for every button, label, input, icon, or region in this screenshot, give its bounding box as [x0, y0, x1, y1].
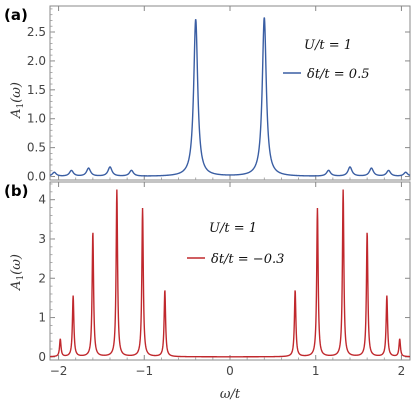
y-tick-label: 1	[38, 311, 46, 325]
y-tick-label: 0	[38, 350, 46, 364]
panel-b-ylabel: A1(ω)	[9, 254, 26, 291]
y-tick-label: 2.0	[27, 54, 46, 68]
y-tick-label: 0.0	[27, 170, 46, 184]
panel-b-series-line	[49, 189, 411, 358]
panel-a-series-line	[49, 17, 411, 177]
panel-a-frame	[49, 5, 411, 181]
panel-a: 0.0 0.5 1.0 1.5 2.0 2.5 (a) A1(ω) U/t = 1 δt/…	[4, 5, 411, 184]
panel-b-label: (b)	[4, 182, 28, 200]
y-tick-label: 2.5	[27, 25, 46, 39]
panel-b-legend-label: δt/t = −0.3	[211, 252, 284, 267]
x-tick-label: −1	[135, 364, 153, 378]
panel-b: 0 1 2 3 4 −2 −1 0 1 2 (b) A1(ω) U/t = 1 δt/t = −0…	[4, 181, 411, 402]
y-tick-label: 0.5	[27, 141, 46, 155]
panel-b-frame	[49, 181, 411, 361]
y-tick-label: 3	[38, 232, 46, 246]
y-tick-label: 2	[38, 271, 46, 285]
x-tick-label: 0	[226, 364, 234, 378]
y-tick-label: 1.0	[27, 112, 46, 126]
panel-b-xlabel: ω/t	[220, 387, 241, 402]
panel-a-legend-label: δt/t = 0.5	[307, 67, 370, 82]
panel-a-ticks: 0.0 0.5 1.0 1.5 2.0 2.5	[27, 6, 410, 184]
y-tick-label: 1.5	[27, 83, 46, 97]
x-tick-label: −2	[50, 364, 68, 378]
panel-a-annotation: U/t = 1	[304, 38, 352, 53]
x-tick-label: 2	[398, 364, 406, 378]
x-tick-label: 1	[312, 364, 320, 378]
panel-a-ylabel: A1(ω)	[9, 82, 26, 119]
y-tick-label: 4	[38, 193, 46, 207]
panel-b-annotation: U/t = 1	[209, 221, 257, 236]
panel-a-label: (a)	[4, 6, 28, 24]
